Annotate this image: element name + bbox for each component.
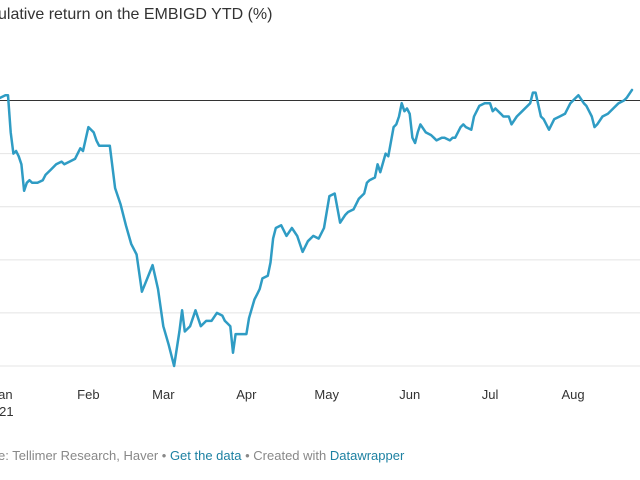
x-tick-label: Jul xyxy=(482,387,499,402)
x-tick-label: Mar xyxy=(152,387,175,402)
x-tick-label: Feb xyxy=(77,387,99,402)
grid-lines xyxy=(0,153,640,367)
x-tick-label: Jun xyxy=(399,387,420,402)
get-data-link[interactable]: Get the data xyxy=(169,448,242,463)
x-tick-label: Apr xyxy=(236,387,257,402)
x-axis-ticks: an 21 Feb Mar Apr May Jun Jul Aug xyxy=(0,387,585,419)
separator: • xyxy=(158,448,170,463)
x-tick-label: May xyxy=(314,387,339,402)
x-tick-sublabel: 21 xyxy=(0,404,14,419)
created-with-text: • Created with xyxy=(241,448,330,463)
series-line xyxy=(0,88,634,368)
x-tick-label: an xyxy=(0,387,13,402)
source-text: e: Tellimer Research, Haver xyxy=(0,448,159,463)
x-tick-label: Aug xyxy=(561,387,584,402)
chart-title: ulative return on the EMBIGD YTD (%) xyxy=(0,6,273,23)
chart-footer: e: Tellimer Research, Haver • Get the da… xyxy=(0,448,404,463)
datawrapper-link[interactable]: Datawrapper xyxy=(329,448,405,463)
